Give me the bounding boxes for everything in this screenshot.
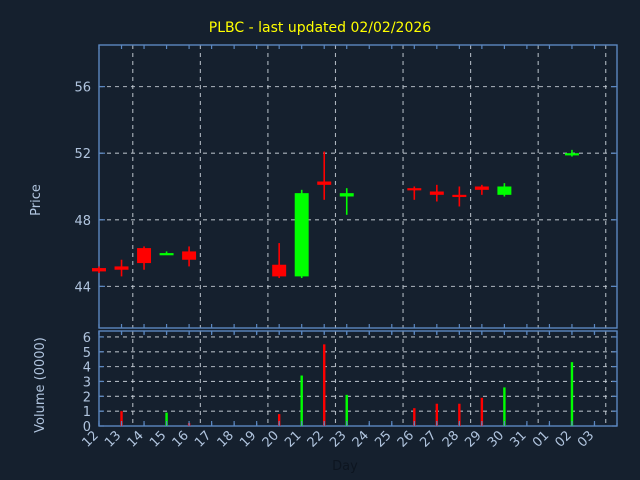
volume-axis-label: Volume (0000) (33, 337, 48, 433)
candle-body (564, 153, 579, 156)
candlestick (92, 266, 106, 274)
candlestick (317, 151, 332, 200)
candle-body (407, 188, 422, 191)
candlestick (429, 184, 444, 202)
candle-body (114, 266, 129, 270)
candlestick (564, 149, 579, 157)
volume-bar (300, 375, 303, 426)
candle-body (474, 186, 489, 190)
volume-bar (480, 397, 484, 426)
candlestick (182, 246, 197, 267)
candle-body (92, 268, 106, 272)
volume-tick-label: 4 (83, 361, 91, 376)
candlestick (452, 186, 467, 207)
volume-bar (570, 362, 574, 426)
volume-tick-label: 2 (83, 390, 91, 405)
candle-body (497, 186, 512, 195)
volume-bar (277, 414, 281, 426)
candle-body (159, 253, 174, 256)
volume-tick-label: 6 (83, 331, 91, 346)
candle-body (272, 264, 287, 277)
price-tick-label: 44 (74, 280, 91, 295)
candlestick (159, 251, 174, 256)
price-tick-label: 52 (74, 147, 91, 162)
candlestick (407, 186, 422, 200)
candle-body (137, 248, 152, 264)
volume-tick-label: 5 (83, 346, 91, 361)
candlestick (339, 188, 354, 215)
volume-tick-label: 0 (83, 420, 91, 435)
price-tick-label: 48 (74, 214, 91, 229)
volume-bar (345, 394, 348, 426)
candle-body (317, 181, 332, 185)
price-frame (98, 44, 618, 329)
candlestick (294, 189, 309, 279)
volume-tick-label: 3 (83, 375, 91, 390)
candlestick (114, 259, 129, 277)
candle-body (452, 194, 467, 198)
price-panel: 44 48 52 56 (74, 44, 618, 329)
candle-body (429, 191, 444, 195)
volume-bar (120, 411, 123, 426)
candle-body (339, 193, 354, 197)
price-axis-label: Price (29, 184, 44, 216)
candlestick (497, 183, 512, 197)
candlestick (137, 246, 152, 270)
volume-bar (165, 412, 168, 426)
chart-title: PLBC - last updated 02/02/2026 (209, 20, 431, 36)
volume-bar (503, 387, 506, 426)
candlestick (474, 184, 489, 195)
volume-bar (435, 403, 439, 426)
x-axis-title: Day (332, 459, 358, 474)
volume-frame (98, 330, 618, 427)
price-tick-label: 56 (74, 81, 91, 96)
volume-bar (458, 403, 461, 426)
candle-body (182, 251, 197, 260)
volume-bar (413, 408, 416, 426)
volume-tick-label: 1 (83, 405, 91, 420)
candlestick (272, 243, 287, 279)
candle-body (294, 193, 309, 277)
volume-bar (323, 344, 326, 426)
